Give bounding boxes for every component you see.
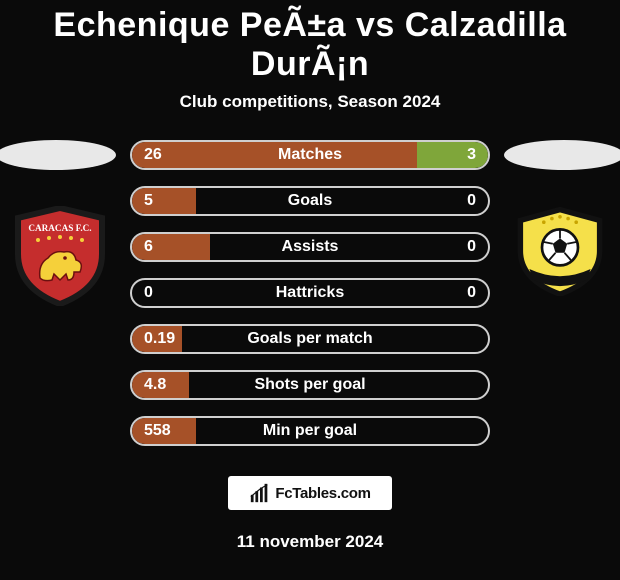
stat-value-right: 0	[467, 238, 476, 256]
stat-bar: 0 Hattricks 0	[130, 278, 490, 308]
stat-bar: 26 Matches 3	[130, 140, 490, 170]
stat-bar: 0.19 Goals per match	[130, 324, 490, 354]
right-column	[500, 140, 620, 301]
stat-fill-right	[417, 142, 488, 168]
left-column: CARACAS F.C.	[0, 140, 120, 311]
player-silhouette-right	[504, 140, 620, 170]
stat-value-left: 26	[144, 146, 162, 164]
stats-column: 26 Matches 3 5 Goals 0 6 Assists 0 0 Hattricks 0 0.1…	[120, 140, 500, 446]
stat-value-left: 0.19	[144, 330, 175, 348]
stat-value-left: 0	[144, 284, 153, 302]
stat-value-left: 5	[144, 192, 153, 210]
stat-value-right: 0	[467, 284, 476, 302]
fctables-logo[interactable]: FcTables.com	[228, 476, 392, 510]
caracas-badge-icon: CARACAS F.C.	[10, 206, 110, 306]
stat-bar: 5 Goals 0	[130, 186, 490, 216]
stat-label: Hattricks	[276, 284, 344, 302]
content-row: CARACAS F.C. 26 Matches 3 5 Goals 0 6 Assists 0	[0, 140, 620, 446]
stat-label: Matches	[278, 146, 342, 164]
stat-bar: 4.8 Shots per goal	[130, 370, 490, 400]
page-root: Echenique PeÃ±a vs Calzadilla DurÃ¡n Clu…	[0, 0, 620, 580]
page-title: Echenique PeÃ±a vs Calzadilla DurÃ¡n	[0, 6, 620, 84]
stat-label: Assists	[282, 238, 339, 256]
caracas-badge-text: CARACAS F.C.	[28, 223, 91, 233]
stat-label: Goals per match	[247, 330, 372, 348]
date-label: 11 november 2024	[237, 532, 383, 552]
page-subtitle: Club competitions, Season 2024	[180, 92, 441, 112]
stat-bar: 558 Min per goal	[130, 416, 490, 446]
stat-label: Goals	[288, 192, 332, 210]
stat-value-left: 558	[144, 422, 171, 440]
soccer-ball-icon	[542, 229, 578, 265]
stat-label: Shots per goal	[254, 376, 365, 394]
player-silhouette-left	[0, 140, 116, 170]
stat-fill-left	[132, 188, 196, 214]
stat-value-right: 3	[467, 146, 476, 164]
fctables-logo-text: FcTables.com	[275, 485, 370, 502]
stat-value-left: 4.8	[144, 376, 166, 394]
stat-fill-left	[132, 142, 417, 168]
stat-value-left: 6	[144, 238, 153, 256]
bars-icon	[249, 482, 271, 504]
club-logo-right	[515, 206, 605, 301]
stat-label: Min per goal	[263, 422, 357, 440]
club-logo-left: CARACAS F.C.	[10, 206, 110, 311]
stat-bar: 6 Assists 0	[130, 232, 490, 262]
tachira-badge-icon	[515, 206, 605, 296]
stat-value-right: 0	[467, 192, 476, 210]
